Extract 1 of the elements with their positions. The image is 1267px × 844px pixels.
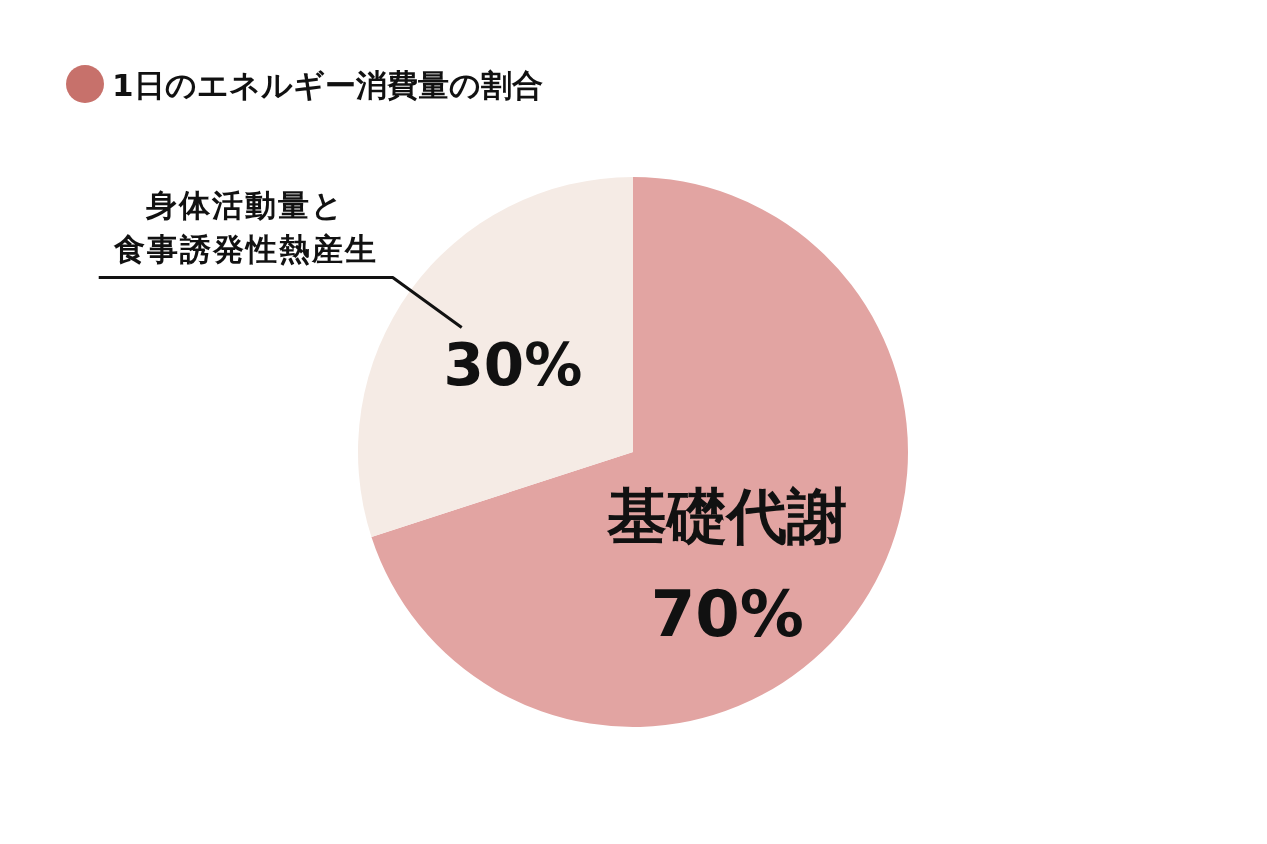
title: 1日のエネルギー消費量の割合 <box>112 67 543 103</box>
